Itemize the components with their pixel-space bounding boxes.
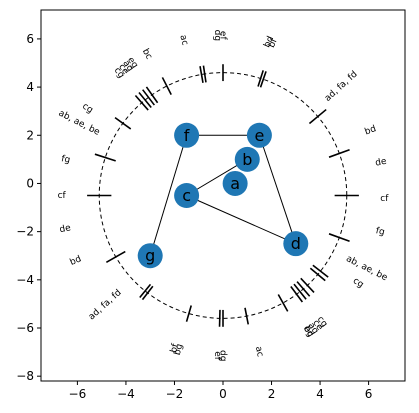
ring-label: de — [59, 223, 73, 235]
edge-f-g — [149, 135, 188, 256]
ring-label: ef — [218, 31, 228, 41]
x-tick-label: 4 — [316, 387, 324, 401]
node-b: b — [234, 146, 260, 172]
y-tick-label: 0 — [26, 176, 34, 190]
ring-mark — [277, 294, 289, 312]
ring-label: bg — [173, 343, 186, 357]
ring-label: fg — [60, 154, 71, 166]
node-label: c — [182, 186, 191, 205]
ring-mark — [138, 92, 152, 109]
node-label: b — [242, 150, 252, 169]
ring-mark — [328, 149, 350, 158]
node-marker — [246, 122, 272, 148]
node-g: g — [137, 243, 163, 269]
node-c: c — [174, 183, 200, 208]
ring-label: dg — [212, 30, 222, 41]
y-tick-label: −8 — [16, 369, 34, 383]
x-tick-label: 0 — [219, 387, 227, 401]
y-tick-label: 6 — [26, 32, 34, 46]
node-marker — [222, 170, 248, 196]
edge-d-c — [186, 195, 297, 245]
ring-mark — [300, 277, 315, 293]
ring-mark — [139, 283, 152, 299]
node-a: a — [222, 170, 248, 196]
y-tick-label: −2 — [16, 225, 34, 239]
ring-label: bc — [301, 325, 315, 339]
ring-mark — [141, 285, 154, 301]
node-e: e — [246, 122, 272, 148]
node-d: d — [283, 231, 309, 257]
node-label: d — [291, 234, 301, 253]
ring-mark — [185, 305, 192, 322]
ring-mark — [328, 233, 350, 242]
ring-label: bd — [364, 124, 378, 137]
ring-label: dg — [218, 350, 228, 361]
ring-mark — [199, 66, 204, 83]
ring-mark — [293, 283, 307, 300]
ring-mark — [259, 71, 267, 88]
ring-mark — [114, 116, 132, 130]
ring-mark — [290, 286, 304, 303]
ring-mark — [142, 89, 155, 106]
y-tick-label: −6 — [16, 321, 34, 335]
x-tick-label: 2 — [268, 387, 276, 401]
ring-mark — [94, 153, 116, 162]
node-label: a — [230, 174, 240, 193]
y-tick-label: −4 — [16, 273, 34, 287]
ring-mark — [296, 281, 311, 297]
ring-mark — [312, 264, 329, 278]
node-label: e — [254, 126, 264, 145]
node-f: f — [174, 122, 200, 148]
ring-mark — [308, 108, 327, 125]
tick-layer: −6 −4 −2 0 2 4 6 −8 −6 −4 −2 0 2 4 6 — [16, 32, 372, 401]
ring-mark — [244, 307, 250, 325]
ring-label: ac — [177, 34, 189, 47]
ring-mark — [105, 250, 126, 264]
ring-label: fg — [375, 226, 386, 238]
node-label: g — [145, 246, 155, 265]
ring-mark — [161, 77, 172, 95]
y-tick-label: 2 — [26, 128, 34, 142]
ring-label: cf — [58, 191, 67, 201]
ring-mark — [257, 70, 264, 87]
node-marker — [137, 243, 163, 269]
ring-label: de — [374, 157, 388, 169]
y-tick-label: 4 — [26, 80, 34, 94]
ring-label: cf — [380, 194, 389, 204]
edge-e-d — [258, 135, 297, 244]
ring-label: ef — [212, 351, 222, 361]
ring-mark — [309, 267, 326, 282]
x-tick-label: −4 — [117, 387, 135, 401]
ring-label: bc — [140, 47, 154, 61]
ring-label: bd — [262, 35, 276, 50]
node-marker — [234, 146, 260, 172]
node-marker — [283, 231, 309, 257]
node-label: f — [184, 126, 190, 145]
ring-label: cg — [80, 102, 94, 116]
ring-mark — [134, 94, 149, 111]
ring-label: bd — [69, 254, 84, 268]
ring-label: ac — [253, 345, 265, 357]
x-tick-label: −2 — [166, 387, 184, 401]
node-marker — [174, 122, 200, 148]
ring-label: bf — [169, 342, 181, 354]
x-tick-label: −6 — [69, 387, 87, 401]
node-marker — [174, 183, 200, 208]
ring-mark — [145, 86, 159, 104]
node-layer: abe f c d g — [137, 122, 309, 269]
x-tick-label: 6 — [365, 387, 373, 401]
ring-mark — [202, 65, 207, 83]
ring-label: cg — [351, 276, 365, 290]
